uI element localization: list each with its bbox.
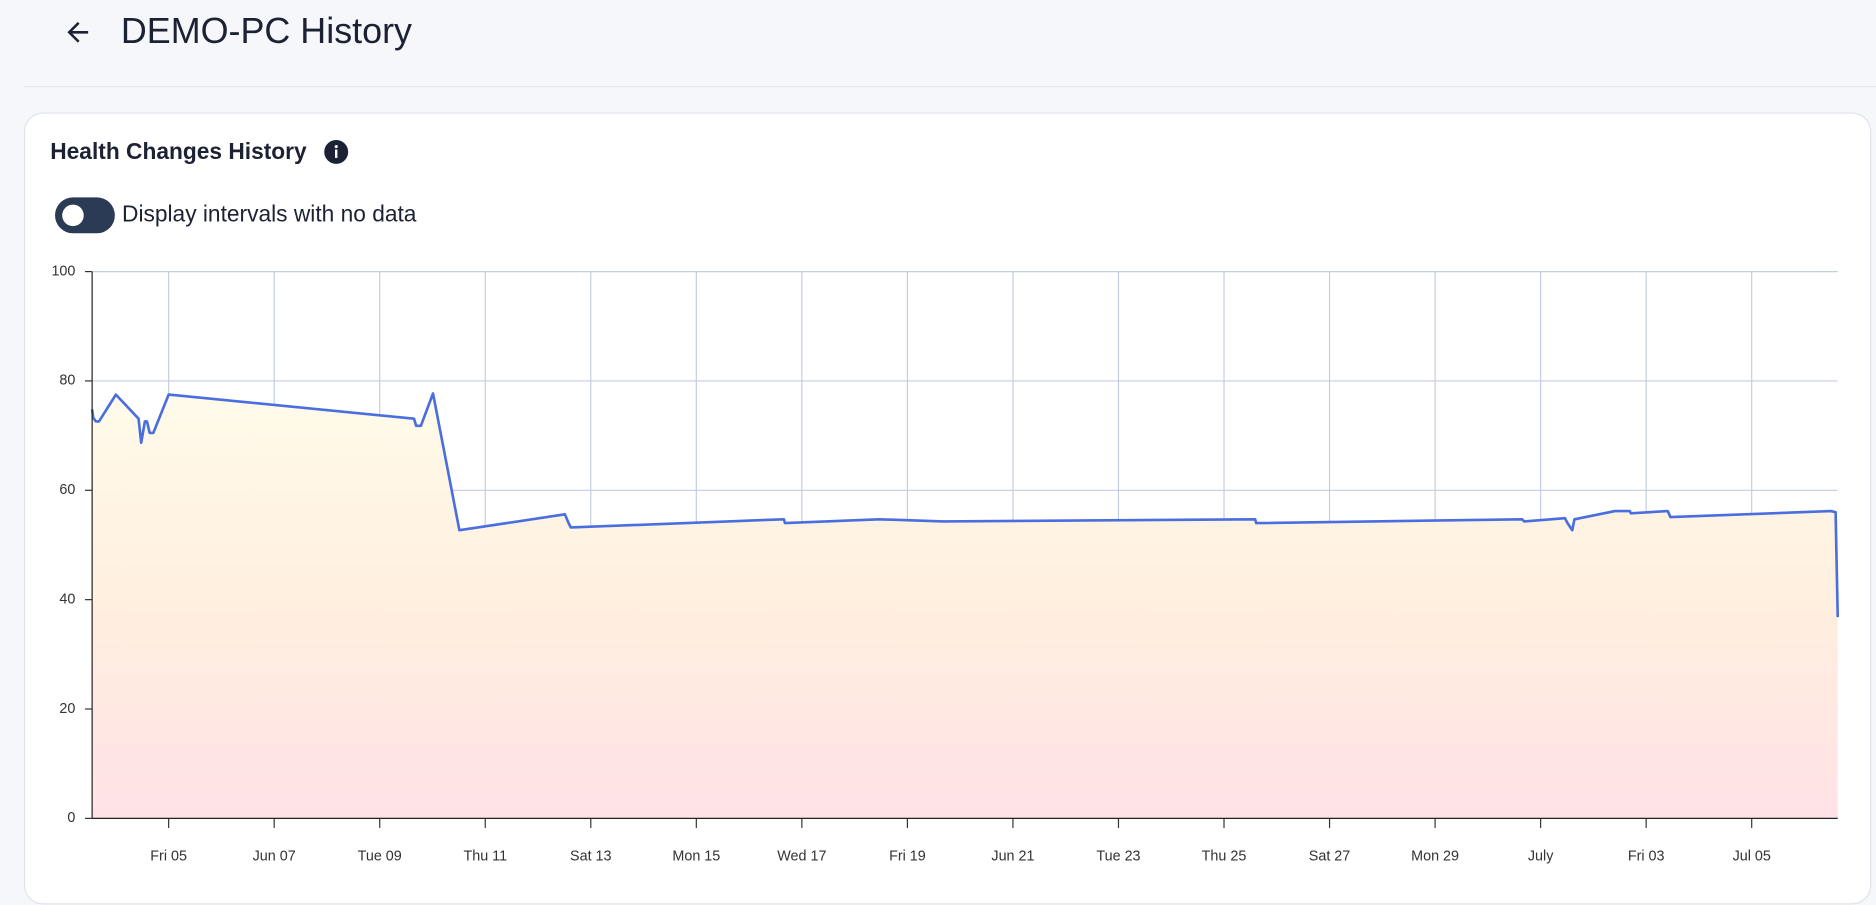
x-tick-label: Mon 29 — [1411, 848, 1459, 864]
x-tick-label: Sat 13 — [570, 848, 611, 864]
x-tick-label: Tue 09 — [358, 848, 402, 864]
divider — [23, 86, 1876, 88]
y-tick-label: 60 — [59, 482, 75, 498]
x-tick-label: Fri 19 — [889, 848, 926, 864]
x-tick-label: Jun 21 — [991, 848, 1034, 864]
back-button[interactable] — [62, 17, 93, 48]
y-tick-label: 20 — [59, 701, 75, 717]
x-tick-label: Tue 23 — [1096, 848, 1140, 864]
toggle-label: Display intervals with no data — [122, 202, 417, 228]
x-tick-label: July — [1528, 848, 1554, 864]
x-tick-label: Fri 05 — [150, 848, 187, 864]
x-tick-label: Mon 15 — [672, 848, 720, 864]
x-tick-label: Wed 17 — [777, 848, 826, 864]
x-tick-label: Fri 03 — [1628, 848, 1665, 864]
page-title: DEMO-PC History — [120, 11, 412, 52]
y-tick-label: 0 — [67, 810, 75, 826]
y-tick-label: 100 — [51, 263, 75, 279]
toggle[interactable] — [55, 197, 115, 234]
y-tick-label: 80 — [59, 373, 75, 389]
card-title: Health Changes History — [50, 139, 307, 166]
page: DEMO-PC History Health Changes History D… — [23, 11, 1876, 905]
area-fill — [92, 393, 1838, 819]
x-tick-label: Thu 11 — [463, 848, 507, 864]
y-tick-label: 40 — [59, 591, 75, 607]
x-tick-label: Thu 25 — [1202, 848, 1247, 864]
chart: 0 20 40 60 80 100 Fri 05 Jun 07 Tue 09 Thu 11 Sat … — [51, 263, 1840, 864]
x-tick-label: Jul 05 — [1733, 848, 1771, 864]
x-tick-label: Sat 27 — [1309, 848, 1350, 864]
x-tick-label: Jun 07 — [253, 848, 296, 864]
line — [90, 392, 1840, 618]
info-icon[interactable] — [323, 139, 349, 165]
toggle-knob — [62, 204, 84, 227]
